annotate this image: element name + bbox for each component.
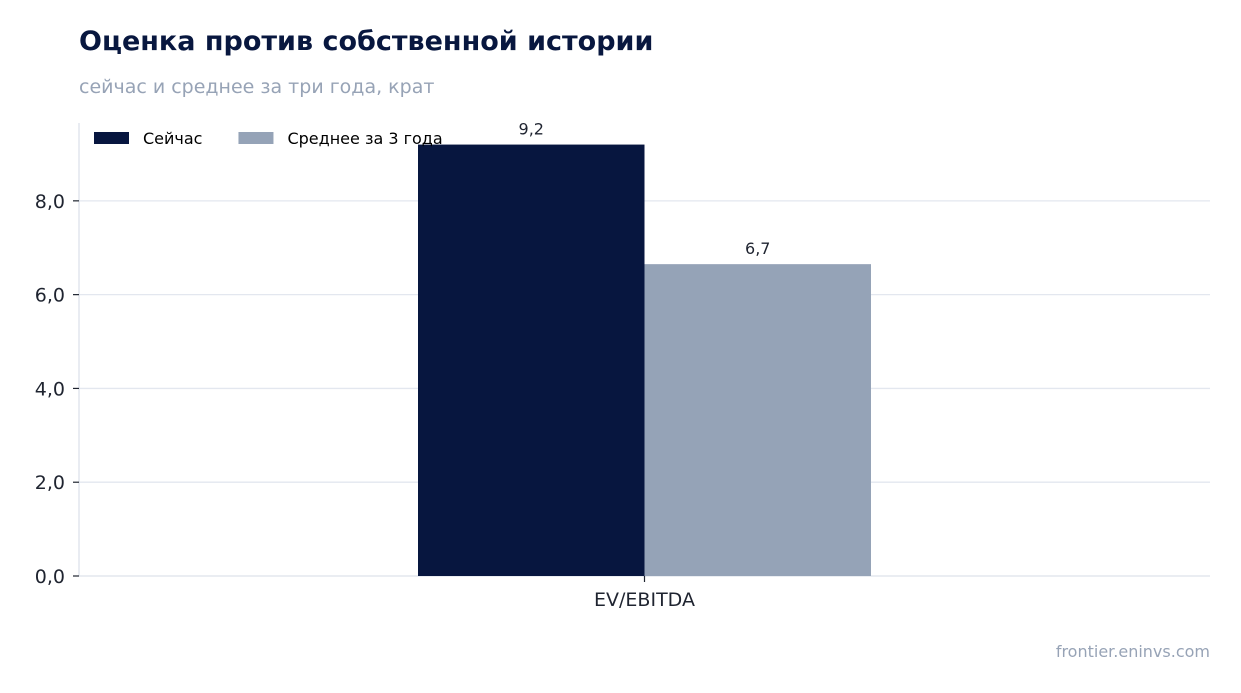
bar <box>418 144 645 577</box>
x-category-label: EV/EBITDA <box>594 589 695 611</box>
y-tick-label: 0,0 <box>35 566 65 588</box>
legend-swatch <box>94 132 129 144</box>
y-tick-label: 8,0 <box>35 191 65 213</box>
y-tick-label: 4,0 <box>35 378 65 400</box>
source-credit: frontier.eninvs.com <box>1055 642 1210 661</box>
legend-swatch <box>238 132 274 144</box>
chart-subtitle: сейчас и среднее за три года, крат <box>79 76 435 98</box>
legend-label: Среднее за 3 года <box>287 129 442 148</box>
y-tick-label: 6,0 <box>35 285 65 307</box>
y-tick-label: 2,0 <box>35 472 65 494</box>
chart-title: Оценка против собственной истории <box>79 26 654 57</box>
legend-label: Сейчас <box>143 129 202 148</box>
bar <box>644 264 871 576</box>
bar-value-label: 9,2 <box>519 120 544 139</box>
bar-value-label: 6,7 <box>745 239 770 258</box>
